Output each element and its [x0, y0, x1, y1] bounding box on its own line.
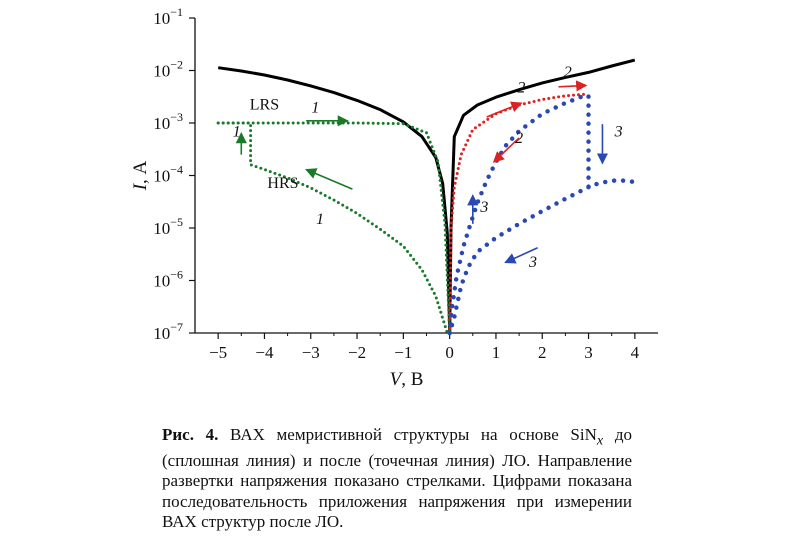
state-label-lrs: LRS — [250, 97, 279, 114]
state-label-hrs: HRS — [267, 175, 298, 192]
x-tick-label: −2 — [348, 343, 366, 362]
y-tick-label: 10−4 — [153, 163, 183, 186]
series-after-pos-3 — [447, 93, 638, 336]
x-tick-label: −5 — [209, 343, 227, 362]
sequence-number-label: 1 — [311, 99, 319, 116]
sweep-arrow — [305, 168, 353, 190]
series-before-pos — [448, 58, 636, 334]
y-tick-label: 10−1 — [153, 5, 183, 28]
sequence-number-label: 2 — [515, 130, 523, 147]
sweep-arrow — [492, 137, 520, 163]
y-tick-label: 10−7 — [153, 320, 183, 343]
series-after-pos-2 — [448, 92, 586, 335]
iv-chart: −5 −4 −3 −2 −1 0 1 2 3 4 10−7 10−6 10−5 10−4 10−3 10−2 1… — [130, 5, 658, 390]
series-after-pos-3-return — [447, 184, 591, 336]
x-tick-label: 0 — [445, 343, 454, 362]
y-tick-label: 10−2 — [153, 58, 183, 81]
x-tick-label: 4 — [631, 343, 640, 362]
caption-text-a: ВАХ мемристивной структуры на основе SiN — [218, 425, 597, 444]
x-tick-label: 3 — [584, 343, 593, 362]
caption-sub: x — [596, 432, 604, 449]
sequence-number-label: 3 — [614, 124, 623, 141]
y-tick-label: 10−5 — [153, 215, 183, 238]
x-tick-label: 1 — [492, 343, 501, 362]
series-before-neg — [217, 66, 452, 334]
sequence-number-label: 2 — [517, 80, 525, 97]
sequence-number-label: 3 — [479, 199, 488, 216]
y-axis-title: I, А — [130, 160, 151, 191]
caption-text-b: до (сплошная линия) и после (точечная ли… — [162, 425, 632, 532]
sequence-number-label: 1 — [233, 124, 241, 141]
x-axis-title: V, В — [390, 369, 424, 390]
y-tick-label: 10−3 — [153, 110, 183, 133]
sequence-number-label: 2 — [564, 64, 572, 81]
sweep-arrow — [504, 247, 538, 264]
figure-caption: Рис. 4. ВАХ мемристивной структуры на ос… — [162, 425, 632, 533]
x-tick-label: −1 — [394, 343, 412, 362]
sequence-number-label: 3 — [528, 254, 537, 271]
x-tick-label: −4 — [255, 343, 274, 362]
series-after-lrs-return — [216, 121, 452, 335]
sweep-arrow — [558, 80, 588, 92]
series-after-neg — [216, 121, 449, 335]
sequence-number-label: 1 — [316, 211, 324, 228]
sweep-arrow — [486, 101, 523, 118]
caption-prefix: Рис. 4. — [162, 425, 219, 444]
y-tick-label: 10−6 — [153, 268, 183, 291]
x-tick-label: 2 — [538, 343, 547, 362]
x-tick-label: −3 — [302, 343, 320, 362]
